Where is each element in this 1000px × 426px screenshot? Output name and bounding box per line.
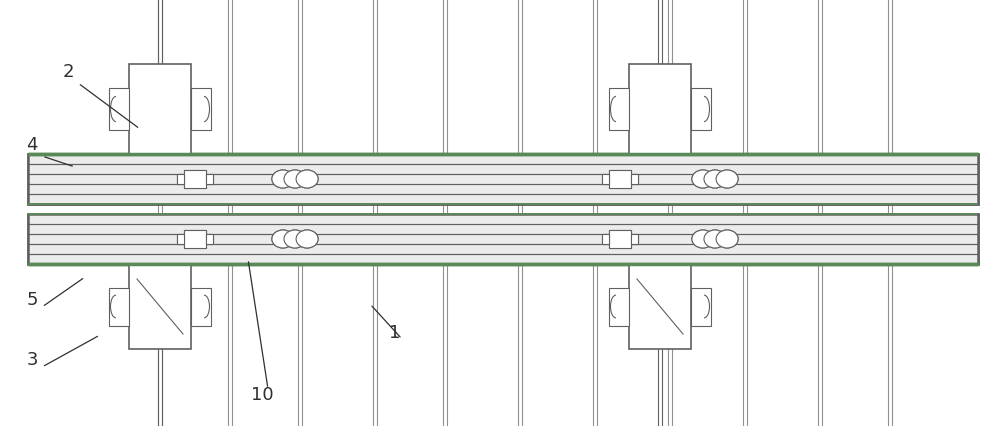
Ellipse shape [704, 230, 726, 248]
Bar [109, 89, 129, 131]
Ellipse shape [704, 170, 726, 189]
Ellipse shape [716, 170, 738, 189]
Ellipse shape [296, 170, 318, 189]
Bar [28, 215, 978, 265]
Bar [184, 230, 206, 248]
Ellipse shape [704, 230, 726, 248]
Bar [609, 288, 629, 326]
Text: 5: 5 [26, 290, 38, 308]
Ellipse shape [296, 170, 318, 189]
Ellipse shape [284, 170, 306, 189]
Bar [631, 234, 638, 245]
Ellipse shape [284, 230, 306, 248]
Ellipse shape [716, 230, 738, 248]
Bar [191, 89, 211, 131]
Ellipse shape [716, 230, 738, 248]
Bar [28, 155, 978, 204]
Bar [129, 65, 191, 155]
Ellipse shape [272, 170, 294, 189]
Ellipse shape [692, 170, 714, 189]
Ellipse shape [692, 230, 714, 248]
Bar [609, 170, 631, 189]
Bar [602, 234, 609, 245]
Bar [177, 234, 184, 245]
Text: 10: 10 [251, 385, 273, 403]
Text: 4: 4 [26, 136, 38, 154]
Ellipse shape [704, 170, 726, 189]
Ellipse shape [272, 230, 294, 248]
Bar [184, 170, 206, 189]
Bar [631, 175, 638, 184]
Bar [177, 175, 184, 184]
Bar [602, 175, 609, 184]
Bar [631, 175, 638, 184]
Bar [184, 170, 206, 189]
Ellipse shape [272, 170, 294, 189]
Ellipse shape [296, 230, 318, 248]
Bar [691, 288, 711, 326]
Text: 3: 3 [26, 350, 38, 368]
Bar [629, 265, 691, 349]
Text: 1: 1 [389, 323, 401, 341]
Bar [206, 234, 213, 245]
Ellipse shape [296, 230, 318, 248]
Bar [691, 89, 711, 131]
Bar [206, 175, 213, 184]
Ellipse shape [716, 170, 738, 189]
Bar [109, 288, 129, 326]
Ellipse shape [284, 170, 306, 189]
Bar [629, 65, 691, 155]
Bar [609, 170, 631, 189]
Ellipse shape [692, 230, 714, 248]
Bar [184, 230, 206, 248]
Ellipse shape [272, 230, 294, 248]
Bar [609, 89, 629, 131]
Bar [602, 234, 609, 245]
Bar [609, 230, 631, 248]
Bar [631, 234, 638, 245]
Ellipse shape [284, 230, 306, 248]
Bar [206, 234, 213, 245]
Bar [28, 215, 978, 265]
Text: 2: 2 [62, 63, 74, 81]
Ellipse shape [692, 170, 714, 189]
Bar [177, 175, 184, 184]
Bar [177, 234, 184, 245]
Bar [206, 175, 213, 184]
Bar [609, 230, 631, 248]
Bar [191, 288, 211, 326]
Bar [129, 265, 191, 349]
Bar [28, 155, 978, 204]
Bar [602, 175, 609, 184]
